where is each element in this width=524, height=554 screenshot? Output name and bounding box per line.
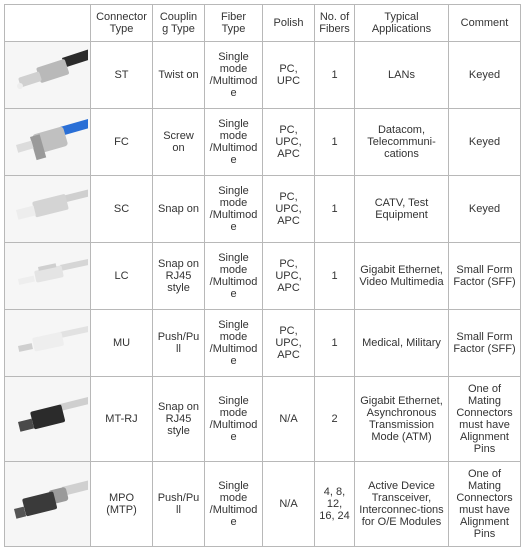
cell-comment: Keyed: [449, 42, 521, 109]
cell-comment: Keyed: [449, 176, 521, 243]
table-row: LC Snap on RJ45 style Single mode /Multi…: [5, 243, 521, 310]
cell-num: 1: [315, 109, 355, 176]
header-fiber: Fiber Type: [205, 5, 263, 42]
connector-image-sc: [5, 176, 91, 243]
cell-num: 2: [315, 377, 355, 462]
header-apps: Typical Applications: [355, 5, 449, 42]
table-row: SC Snap on Single mode /Multimode PC, UP…: [5, 176, 521, 243]
cell-apps: Datacom, Telecommuni-cations: [355, 109, 449, 176]
cell-polish: PC, UPC, APC: [263, 310, 315, 377]
table-row: FC Screw on Single mode /Multimode PC, U…: [5, 109, 521, 176]
cell-apps: CATV, Test Equipment: [355, 176, 449, 243]
cell-apps: LANs: [355, 42, 449, 109]
connector-table: Connector Type Coupling Type Fiber Type …: [4, 4, 521, 547]
mtrj-connector-icon: [8, 390, 88, 448]
cell-fiber: Single mode /Multimode: [205, 42, 263, 109]
st-connector-icon: [8, 48, 88, 102]
cell-comment: Small Form Factor (SFF): [449, 243, 521, 310]
table-row: MPO (MTP) Push/Pull Single mode /Multimo…: [5, 462, 521, 547]
header-comment: Comment: [449, 5, 521, 42]
connector-image-st: [5, 42, 91, 109]
cell-comment: Keyed: [449, 109, 521, 176]
header-row: Connector Type Coupling Type Fiber Type …: [5, 5, 521, 42]
header-connector: Connector Type: [91, 5, 153, 42]
cell-connector: ST: [91, 42, 153, 109]
mpo-connector-icon: [8, 473, 88, 535]
cell-comment: One of Mating Connectors must have Align…: [449, 462, 521, 547]
cell-polish: PC, UPC: [263, 42, 315, 109]
cell-polish: PC, UPC, APC: [263, 109, 315, 176]
connector-image-mpo: [5, 462, 91, 547]
cell-coupling: Screw on: [153, 109, 205, 176]
cell-polish: N/A: [263, 462, 315, 547]
cell-polish: PC, UPC, APC: [263, 176, 315, 243]
cell-num: 1: [315, 42, 355, 109]
cell-connector: FC: [91, 109, 153, 176]
cell-coupling: Push/Pull: [153, 310, 205, 377]
connector-image-lc: [5, 243, 91, 310]
cell-connector: MT-RJ: [91, 377, 153, 462]
cell-comment: One of Mating Connectors must have Align…: [449, 377, 521, 462]
sc-connector-icon: [8, 182, 88, 236]
table-row: MT-RJ Snap on RJ45 style Single mode /Mu…: [5, 377, 521, 462]
cell-connector: MPO (MTP): [91, 462, 153, 547]
lc-connector-icon: [8, 249, 88, 303]
cell-fiber: Single mode /Multimode: [205, 109, 263, 176]
cell-fiber: Single mode /Multimode: [205, 176, 263, 243]
cell-polish: PC, UPC, APC: [263, 243, 315, 310]
header-coupling: Coupling Type: [153, 5, 205, 42]
cell-connector: MU: [91, 310, 153, 377]
cell-apps: Gigabit Ethernet, Video Multimedia: [355, 243, 449, 310]
cell-connector: SC: [91, 176, 153, 243]
cell-coupling: Snap on RJ45 style: [153, 377, 205, 462]
cell-num: 1: [315, 243, 355, 310]
connector-image-mtrj: [5, 377, 91, 462]
cell-num: 1: [315, 310, 355, 377]
cell-coupling: Snap on: [153, 176, 205, 243]
cell-coupling: Snap on RJ45 style: [153, 243, 205, 310]
header-num: No. of Fibers: [315, 5, 355, 42]
cell-apps: Medical, Military: [355, 310, 449, 377]
cell-coupling: Twist on: [153, 42, 205, 109]
cell-apps: Gigabit Ethernet, Asynchronous Transmiss…: [355, 377, 449, 462]
header-polish: Polish: [263, 5, 315, 42]
cell-comment: Small Form Factor (SFF): [449, 310, 521, 377]
cell-fiber: Single mode /Multimode: [205, 377, 263, 462]
connector-image-fc: [5, 109, 91, 176]
mu-connector-icon: [8, 316, 88, 370]
fc-connector-icon: [8, 115, 88, 169]
cell-num: 1: [315, 176, 355, 243]
cell-connector: LC: [91, 243, 153, 310]
table-row: ST Twist on Single mode /Multimode PC, U…: [5, 42, 521, 109]
cell-apps: Active Device Transceiver, Interconnec-t…: [355, 462, 449, 547]
cell-num: 4, 8, 12, 16, 24: [315, 462, 355, 547]
cell-fiber: Single mode /Multimode: [205, 462, 263, 547]
table-row: MU Push/Pull Single mode /Multimode PC, …: [5, 310, 521, 377]
cell-fiber: Single mode /Multimode: [205, 243, 263, 310]
cell-polish: N/A: [263, 377, 315, 462]
cell-coupling: Push/Pull: [153, 462, 205, 547]
cell-fiber: Single mode /Multimode: [205, 310, 263, 377]
header-image: [5, 5, 91, 42]
connector-image-mu: [5, 310, 91, 377]
